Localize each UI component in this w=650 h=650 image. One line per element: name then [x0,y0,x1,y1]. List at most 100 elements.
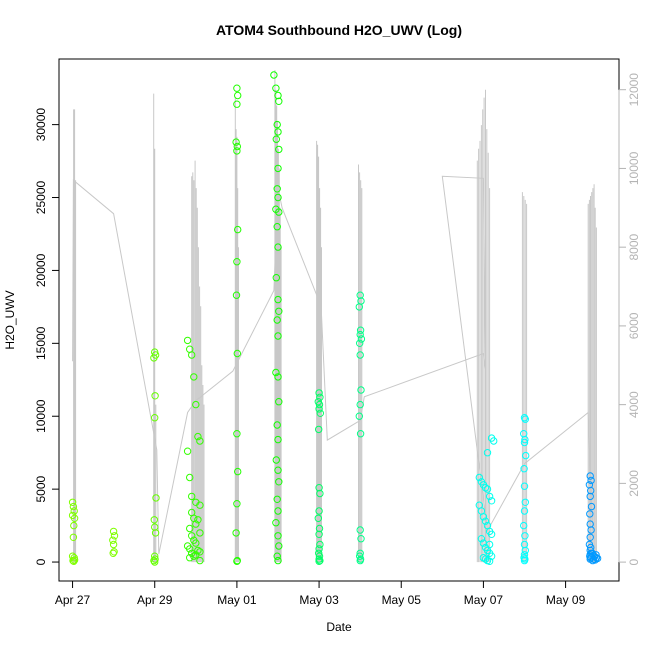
data-point [234,225,242,234]
data-point [151,348,159,356]
data-point [356,549,364,557]
data-point [485,540,494,549]
y2-tick-label: 0 [627,558,641,565]
data-point [273,120,281,129]
data-point [233,84,241,92]
y2-tick-label: 8000 [627,234,641,261]
data-point [150,516,159,524]
grey-spike-group-1 [153,93,157,563]
data-point [274,193,282,202]
data-point [586,492,594,501]
y-tick-label: 15000 [34,326,48,360]
data-point [586,472,594,480]
x-tick-label: May 09 [546,593,586,607]
data-point [316,393,324,401]
grey-trace-guide [72,175,593,555]
data-point [490,437,498,445]
data-point [356,339,364,347]
data-point [275,208,283,216]
data-point [274,243,282,251]
data-point [192,520,200,528]
data-point [186,524,194,533]
x-tick-label: May 05 [382,593,422,607]
data-point [273,552,281,560]
data-point [196,437,204,445]
data-point [70,507,78,515]
data-point [485,557,494,565]
data-point [356,291,364,299]
data-point [70,521,78,530]
data-point [183,447,192,455]
x-axis: Apr 27 Apr 29 May 01 May 03 May 05 May 07 May … [55,580,586,607]
data-point [520,554,528,562]
data-point [356,552,364,560]
data-point [186,473,194,482]
data-point [356,330,364,339]
data-point [69,533,78,541]
data-point [274,91,282,100]
data-point [314,514,322,522]
data-point [109,527,118,536]
data-point [151,555,159,563]
series-6 [355,291,366,565]
data-point [194,432,202,441]
x-tick-label: May 07 [464,593,504,607]
data-point [521,546,529,555]
grey-spike-group-4 [274,70,282,563]
data-point [522,451,530,460]
y2-tick-label: 10000 [627,151,641,185]
data-point [521,498,529,506]
data-point [151,414,159,422]
data-point [479,513,488,521]
data-point [589,556,597,565]
data-point [272,368,280,377]
data-point [151,523,159,531]
data-point [186,545,194,553]
data-point [233,430,241,438]
x-tick-label: May 01 [217,593,257,607]
data-point [520,551,529,559]
data-point [316,409,324,417]
y2-tick-label: 12000 [627,73,641,107]
data-point [68,498,77,506]
data-point [273,316,281,324]
data-point [70,557,78,565]
data-point [315,545,323,553]
data-point [109,549,117,557]
data-point [355,412,363,420]
data-point [196,501,204,509]
data-point [272,519,280,527]
grey-trace-layer [72,70,597,563]
data-point [316,556,324,565]
data-point [487,497,496,505]
data-point [109,536,117,544]
series-8 [520,414,530,565]
data-point [233,349,242,358]
data-point [232,291,241,299]
data-point [275,478,283,486]
data-point [109,540,118,549]
data-point [233,147,241,155]
data-point [587,476,595,485]
data-point [357,386,365,394]
data-point [356,430,365,438]
series-0 [68,498,119,565]
data-point [481,517,490,525]
data-point [586,533,594,541]
data-point [270,71,278,79]
grey-spike-group-6 [358,164,363,563]
y-axis-label: H2O_UWV [3,290,17,349]
data-point [520,438,529,447]
data-point [357,535,365,543]
data-point [477,535,486,543]
y-tick-label: 20000 [34,253,48,287]
data-point [592,551,600,559]
data-point [356,351,364,359]
data-point [520,482,529,490]
data-point [275,145,283,154]
data-point [196,556,204,565]
data-point [315,400,324,409]
data-point [274,556,282,565]
data-point [110,532,119,540]
